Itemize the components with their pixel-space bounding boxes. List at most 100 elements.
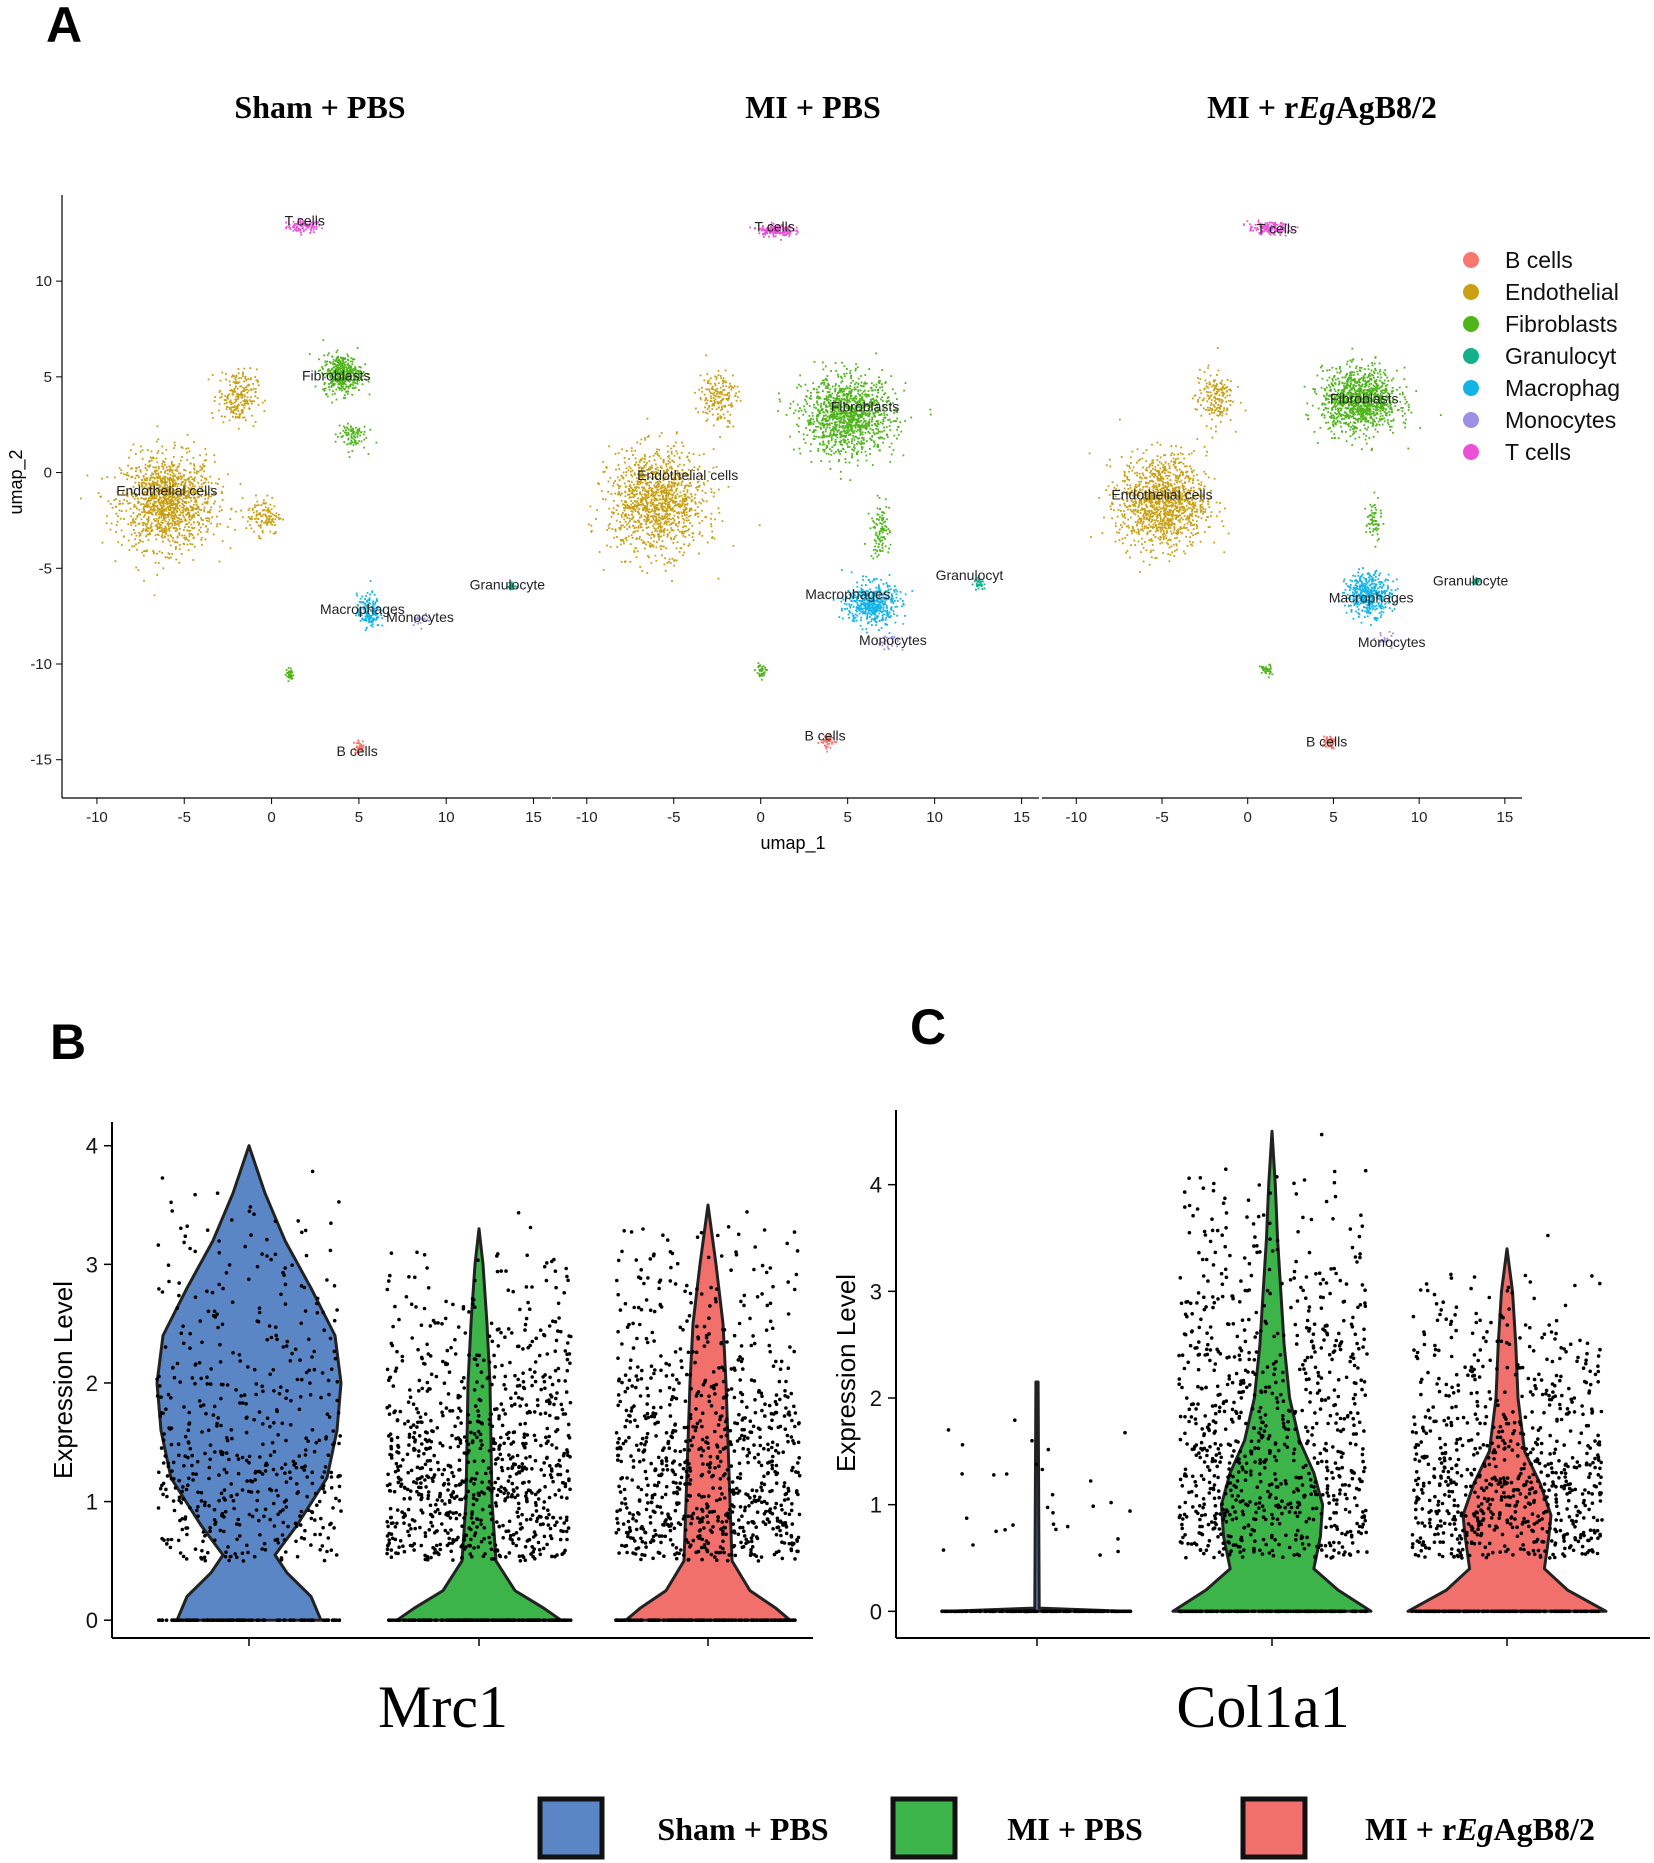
panel-label-b: B <box>50 1014 86 1070</box>
umap-point <box>650 499 653 502</box>
umap-point <box>843 412 846 414</box>
umap-point <box>797 425 800 428</box>
umap-point <box>366 606 368 609</box>
umap-point <box>182 497 185 499</box>
umap-point <box>134 505 137 508</box>
umap-point <box>841 427 844 429</box>
umap-point <box>834 397 836 400</box>
umap-point <box>839 375 842 378</box>
umap-point <box>620 514 623 516</box>
umap-point <box>188 488 191 490</box>
umap-point <box>786 229 788 231</box>
umap-point <box>152 484 155 487</box>
umap-point <box>709 395 712 397</box>
umap-point <box>639 491 641 494</box>
umap-point <box>719 436 721 438</box>
umap-point <box>341 373 343 376</box>
umap-point <box>252 388 255 390</box>
umap-point <box>168 478 171 481</box>
umap-point <box>192 506 194 509</box>
umap-point <box>184 487 186 490</box>
umap-point <box>228 393 231 396</box>
umap-point <box>657 535 660 537</box>
umap-point <box>695 407 697 410</box>
umap-point <box>299 228 302 231</box>
umap-point <box>879 430 881 433</box>
umap-point <box>355 368 357 371</box>
umap-point <box>880 398 882 401</box>
umap-point <box>271 520 274 523</box>
umap-point <box>340 378 342 380</box>
umap-point <box>666 562 669 564</box>
umap-point <box>658 435 661 438</box>
umap-point <box>236 406 239 409</box>
umap-point <box>132 443 135 446</box>
umap-point <box>882 420 885 423</box>
umap-point <box>322 374 325 376</box>
umap-point <box>883 426 885 429</box>
umap-point <box>873 404 875 407</box>
umap-point <box>833 416 835 418</box>
umap-point <box>148 482 151 485</box>
umap-point <box>844 451 847 453</box>
umap-point <box>875 395 878 398</box>
umap-point <box>661 502 664 504</box>
umap-point <box>192 559 195 561</box>
umap-point <box>120 469 123 472</box>
umap-point <box>894 392 897 395</box>
umap-point <box>350 383 352 386</box>
umap-point <box>840 434 843 436</box>
umap-point <box>262 513 265 516</box>
umap-point <box>195 512 197 515</box>
umap-point <box>358 374 360 377</box>
umap-point <box>355 426 357 429</box>
umap-point <box>143 482 146 485</box>
umap-point <box>309 224 311 227</box>
umap-point <box>152 510 155 512</box>
umap-point <box>97 492 100 494</box>
umap-point <box>235 395 238 398</box>
umap-point <box>698 501 701 504</box>
umap-point <box>141 449 144 452</box>
umap-point <box>624 490 626 493</box>
umap-point <box>133 505 135 508</box>
umap-point <box>107 500 110 503</box>
umap-point <box>340 372 342 375</box>
umap-point <box>170 535 173 538</box>
umap-point <box>255 494 257 497</box>
umap-point <box>195 491 198 493</box>
umap-point <box>321 227 324 230</box>
umap-point <box>661 515 664 518</box>
umap-point <box>161 529 164 532</box>
umap-point <box>146 512 149 514</box>
umap-point <box>161 509 163 512</box>
umap-point <box>193 467 195 470</box>
umap-point <box>192 536 195 539</box>
umap-point <box>849 432 852 435</box>
umap-point <box>637 483 640 486</box>
umap-point <box>167 538 170 541</box>
umap-point <box>686 491 689 493</box>
umap-point <box>348 380 351 382</box>
umap-point <box>245 379 248 382</box>
umap-point <box>677 482 680 485</box>
umap-point <box>668 503 671 506</box>
umap-point <box>302 221 304 224</box>
umap-point <box>356 382 359 385</box>
umap-point <box>336 435 339 438</box>
umap-point <box>356 442 359 445</box>
umap-point <box>163 530 166 532</box>
umap-point <box>151 480 154 483</box>
umap-point <box>153 476 155 479</box>
umap-point <box>840 397 843 400</box>
umap-point <box>641 470 644 473</box>
umap-point <box>667 520 670 523</box>
umap-point <box>663 491 665 494</box>
umap-point <box>342 387 345 390</box>
umap-point <box>361 618 364 621</box>
umap-point <box>662 483 665 486</box>
umap-point <box>856 464 859 467</box>
umap-point <box>737 396 739 399</box>
umap-point <box>860 381 863 384</box>
umap-point <box>138 522 141 525</box>
